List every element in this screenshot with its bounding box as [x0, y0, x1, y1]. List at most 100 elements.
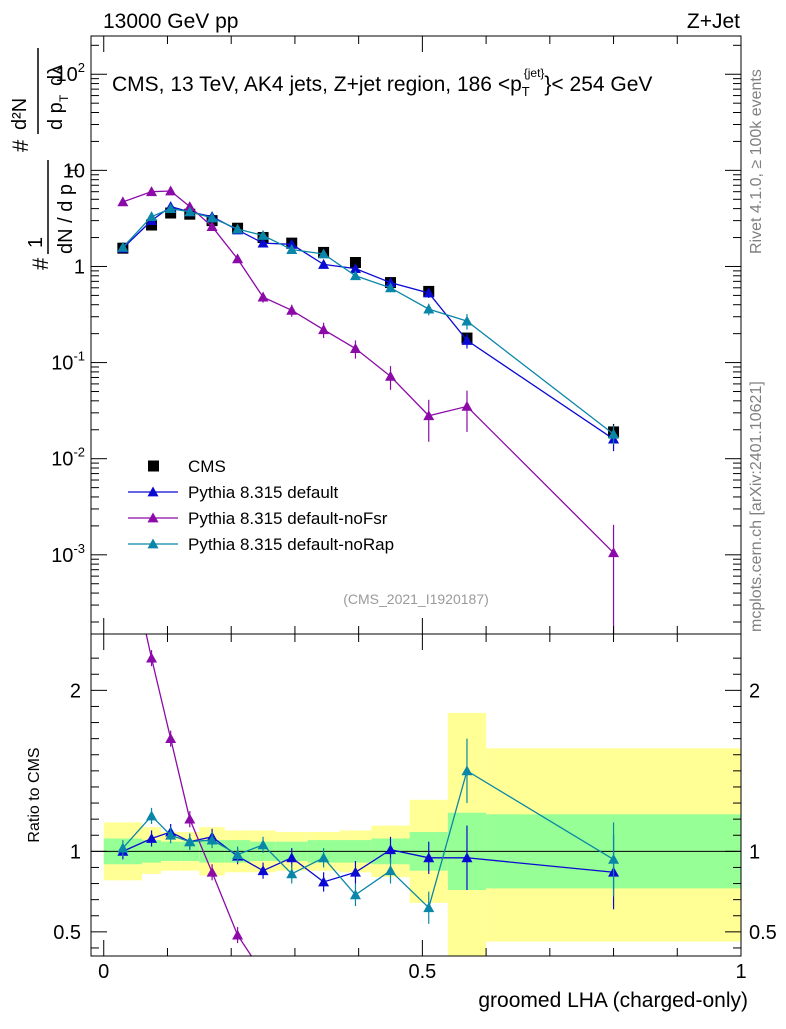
main-y-tick-label: 10-3 [51, 541, 85, 567]
y-label-dn-dpt: dN / d p [55, 184, 77, 254]
ratio-y-tick-label-right: 0.5 [749, 922, 777, 944]
svg-text:dλ: dλ [45, 65, 67, 86]
marker-pythia-8-315-default-nofsr [461, 400, 473, 411]
legend-marker-pythia-8-315-default-norap [147, 538, 159, 549]
marker-pythia-8-315-default-norap [117, 241, 129, 252]
ratio-marker-pythia-8-315-default-norap [385, 865, 397, 876]
marker-pythia-8-315-default-norap [257, 230, 269, 240]
ratio-marker-pythia-8-315-default-nofsr [350, 986, 361, 996]
ratio-marker-pythia-8-315-default-nofsr [206, 866, 218, 877]
ratio-marker-pythia-8-315-default-nofsr [146, 652, 158, 663]
marker-pythia-8-315-default-nofsr [184, 201, 196, 211]
x-tick-label: 0.5 [408, 961, 436, 983]
main-y-tick-label: 1 [74, 256, 85, 278]
main-y-tick-label: 10-2 [51, 445, 85, 471]
analysis-id: (CMS_2021_I1920187) [343, 591, 489, 607]
legend-entry-pythia-8-315-default: Pythia 8.315 default [188, 483, 339, 502]
rivet-label: Rivet 4.1.0, ≥ 100k events [748, 69, 765, 254]
main-y-axis-label: # 1 dN / d p T # d²N d p T dλ [8, 48, 81, 270]
legend-marker-pythia-8-315-default-nofsr [147, 512, 159, 523]
series-line-pythia-8-315-default-norap [122, 207, 614, 435]
ratio-marker-pythia-8-315-default-nofsr [117, 524, 128, 534]
ratio-marker-pythia-8-315-default-norap [423, 902, 435, 913]
marker-pythia-8-315-default [461, 334, 473, 345]
marker-pythia-8-315-default [423, 287, 435, 298]
x-tick-label: 1 [735, 961, 746, 983]
mcplots-label: mcplots.cern.ch [arXiv:2401.10621] [748, 381, 765, 632]
ratio-marker-pythia-8-315-default-norap [257, 839, 269, 850]
legend: CMS Pythia 8.315 default Pythia 8.315 defa… [128, 457, 394, 554]
ratio-marker-pythia-8-315-default [423, 852, 435, 863]
ratio-marker-pythia-8-315-default-nofsr [165, 733, 177, 744]
legend-marker-pythia-8-315-default [147, 486, 159, 497]
marker-pythia-8-315-default-norap [286, 244, 298, 254]
main-plot-marks [117, 185, 620, 634]
ratio-y-axis-label: Ratio to CMS [26, 747, 43, 842]
marker-pythia-8-315-default-nofsr [318, 324, 330, 335]
marker-pythia-8-315-default-norap [423, 303, 435, 314]
legend-entry-pythia-8-315-default-nofsr: Pythia 8.315 default-noFsr [188, 509, 388, 528]
ratio-marker-pythia-8-315-default-nofsr [232, 929, 244, 940]
ratio-marker-pythia-8-315-default-norap [349, 889, 361, 900]
marker-pythia-8-315-default-norap [232, 223, 244, 234]
marker-pythia-8-315-default-nofsr [146, 186, 158, 197]
marker-pythia-8-315-default-norap [349, 270, 361, 281]
marker-pythia-8-315-default-norap [146, 211, 158, 222]
ratio-marker-pythia-8-315-default-norap [608, 853, 620, 864]
x-axis-label: groomed LHA (charged-only) [478, 989, 748, 1012]
header-process: Z+Jet [687, 10, 740, 33]
ratio-marker-pythia-8-315-default-norap [165, 829, 177, 840]
ratio-y-tick-label: 1 [70, 841, 81, 863]
y-label-num-hash: # [28, 257, 53, 270]
ratio-y-tick-label-right: 2 [749, 680, 760, 702]
ratio-marker-pythia-8-315-default-norap [232, 849, 244, 859]
y-label-d2n: d²N [9, 98, 31, 130]
marker-pythia-8-315-default-norap [461, 315, 473, 326]
marker-pythia-8-315-default-norap [206, 212, 218, 223]
marker-pythia-8-315-default-nofsr [385, 370, 397, 381]
ratio-marker-pythia-8-315-default-norap [461, 765, 473, 776]
svg-text:T: T [67, 166, 81, 174]
marker-pythia-8-315-default-nofsr [608, 547, 620, 558]
ratio-marker-pythia-8-315-default-norap [206, 834, 218, 845]
marker-pythia-8-315-default-nofsr [286, 304, 298, 315]
marker-pythia-8-315-default-nofsr [423, 410, 435, 421]
marker-pythia-8-315-default [385, 277, 397, 287]
ratio-y-tick-label: 2 [70, 680, 81, 702]
marker-pythia-8-315-default-nofsr [349, 343, 361, 353]
marker-pythia-8-315-default-norap [385, 282, 397, 293]
ratio-marker-pythia-8-315-default-nofsr [423, 999, 434, 1009]
ratio-line-pythia-8-315-default-nofsr [145, 634, 253, 956]
series-line-pythia-8-315-default [122, 205, 614, 440]
ratio-y-tick-label-right: 1 [749, 841, 760, 863]
ratio-marker-pythia-8-315-default [349, 866, 361, 877]
ratio-marker-pythia-8-315-default-nofsr [461, 976, 472, 986]
plot-title: CMS, 13 TeV, AK4 jets, Z+jet region, 186… [112, 66, 652, 99]
main-y-tick-label: 10-1 [51, 349, 85, 375]
data-point-cms [349, 256, 361, 268]
marker-pythia-8-315-default-norap [165, 203, 177, 214]
legend-entry-pythia-8-315-default-norap: Pythia 8.315 default-noRap [188, 535, 394, 554]
legend-entry-cms: CMS [188, 457, 226, 476]
marker-pythia-8-315-default-norap [608, 428, 620, 439]
marker-pythia-8-315-default-norap [318, 248, 330, 259]
svg-text:#: # [8, 139, 33, 152]
ratio-marker-pythia-8-315-default-norap [117, 842, 129, 853]
marker-pythia-8-315-default [286, 238, 298, 249]
ratio-uncertainty-bands [91, 712, 741, 956]
ratio-marker-pythia-8-315-default [461, 852, 473, 863]
ratio-marker-pythia-8-315-default [286, 852, 298, 863]
ratio-marker-pythia-8-315-default-nofsr [258, 968, 269, 978]
marker-pythia-8-315-default [349, 263, 361, 274]
marker-pythia-8-315-default-norap [184, 206, 196, 217]
y-label-fraction-1: 1 [25, 237, 47, 248]
marker-pythia-8-315-default [318, 258, 330, 269]
ratio-marker-pythia-8-315-default-norap [286, 868, 298, 879]
marker-pythia-8-315-default-nofsr [206, 221, 218, 231]
marker-pythia-8-315-default-nofsr [257, 291, 269, 302]
svg-text:T: T [57, 94, 71, 102]
x-tick-label: 0 [98, 961, 109, 983]
ratio-frame [90, 633, 742, 957]
